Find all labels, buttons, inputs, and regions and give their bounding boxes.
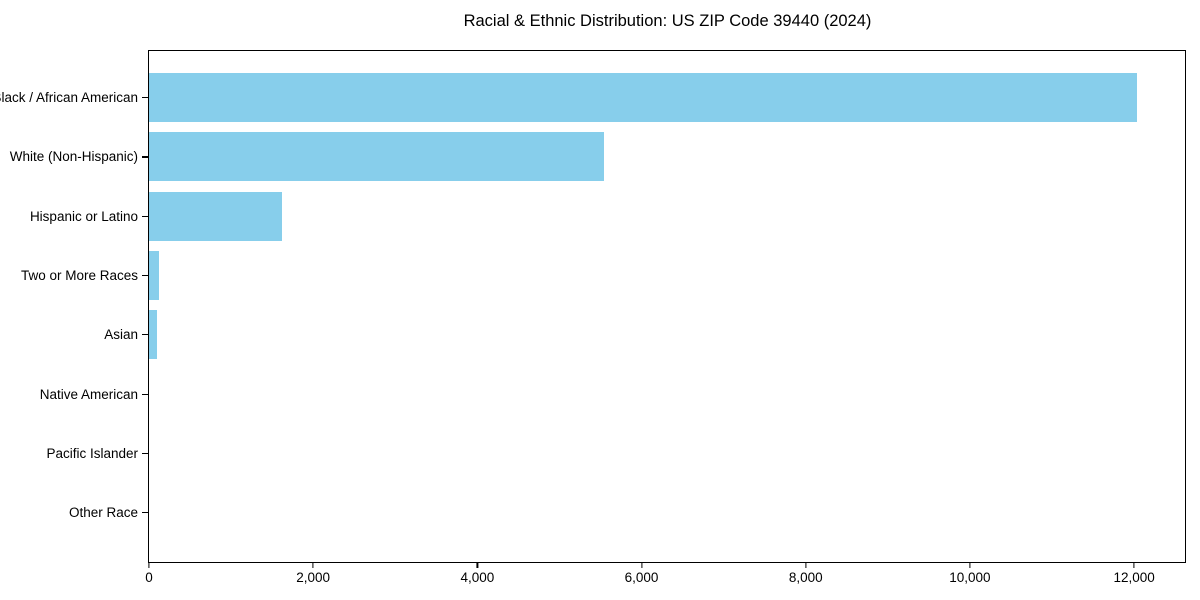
x-axis: 0 2,000 4,000 6,000 8,000 10,000 12,000 bbox=[145, 563, 1185, 595]
x-tick-mark bbox=[476, 563, 478, 568]
y-tick-label: White (Non-Hispanic) bbox=[9, 149, 138, 165]
bar-row bbox=[149, 424, 1185, 483]
x-tick-label: 12,000 bbox=[1113, 570, 1155, 585]
y-tick-mark bbox=[142, 156, 148, 158]
y-tick-mark bbox=[142, 215, 148, 217]
y-tick-label: Other Race bbox=[68, 505, 138, 521]
y-tick-label: Black / African American bbox=[0, 90, 138, 106]
y-tick-mark bbox=[142, 393, 148, 395]
chart-title: Racial & Ethnic Distribution: US ZIP Cod… bbox=[463, 12, 872, 30]
x-tick-mark bbox=[969, 563, 971, 568]
y-tick-label: Two or More Races bbox=[20, 268, 138, 284]
x-tick-label: 2,000 bbox=[296, 570, 331, 585]
x-tick-label: 0 bbox=[145, 570, 153, 585]
x-tick-mark bbox=[1133, 563, 1135, 568]
y-tick: Pacific Islander bbox=[0, 424, 148, 483]
y-tick-mark bbox=[142, 452, 148, 455]
x-tick-mark bbox=[805, 563, 807, 568]
x-tick-mark bbox=[640, 563, 643, 568]
y-tick: Asian bbox=[0, 305, 148, 364]
bar-row bbox=[149, 68, 1185, 127]
x-tick-label: 4,000 bbox=[460, 570, 495, 585]
plot-area bbox=[148, 50, 1186, 563]
bar-row bbox=[149, 364, 1185, 423]
y-tick-label: Native American bbox=[39, 386, 138, 402]
y-tick: Other Race bbox=[0, 483, 148, 542]
x-tick-mark bbox=[312, 563, 314, 568]
y-tick-mark bbox=[142, 512, 148, 514]
bars-container bbox=[149, 51, 1185, 562]
y-tick: Two or More Races bbox=[0, 246, 148, 305]
y-tick-label: Hispanic or Latino bbox=[29, 208, 138, 224]
y-tick-mark bbox=[142, 334, 148, 336]
bar-1 bbox=[149, 132, 604, 182]
bar-row bbox=[149, 127, 1185, 186]
bar-0 bbox=[149, 73, 1137, 123]
y-tick-mark bbox=[142, 97, 148, 99]
y-tick-mark bbox=[142, 274, 148, 277]
y-axis-labels: Black / African American White (Non-Hispa… bbox=[0, 51, 148, 581]
bar-row bbox=[149, 483, 1185, 542]
y-tick: Black / African American bbox=[0, 68, 148, 127]
bar-4 bbox=[149, 310, 158, 360]
x-tick-label: 10,000 bbox=[949, 570, 991, 585]
bar-row bbox=[149, 305, 1185, 364]
x-tick-mark bbox=[148, 563, 150, 568]
x-tick-label: 8,000 bbox=[788, 570, 823, 585]
y-tick: Native American bbox=[0, 364, 148, 423]
y-tick: Hispanic or Latino bbox=[0, 187, 148, 246]
y-tick: White (Non-Hispanic) bbox=[0, 127, 148, 186]
bar-row bbox=[149, 187, 1185, 246]
y-tick-label: Pacific Islander bbox=[46, 445, 138, 461]
x-tick-label: 6,000 bbox=[624, 570, 659, 585]
bar-row bbox=[149, 246, 1185, 305]
bar-2 bbox=[149, 191, 282, 241]
y-tick-label: Asian bbox=[104, 327, 138, 343]
bar-3 bbox=[149, 251, 159, 301]
